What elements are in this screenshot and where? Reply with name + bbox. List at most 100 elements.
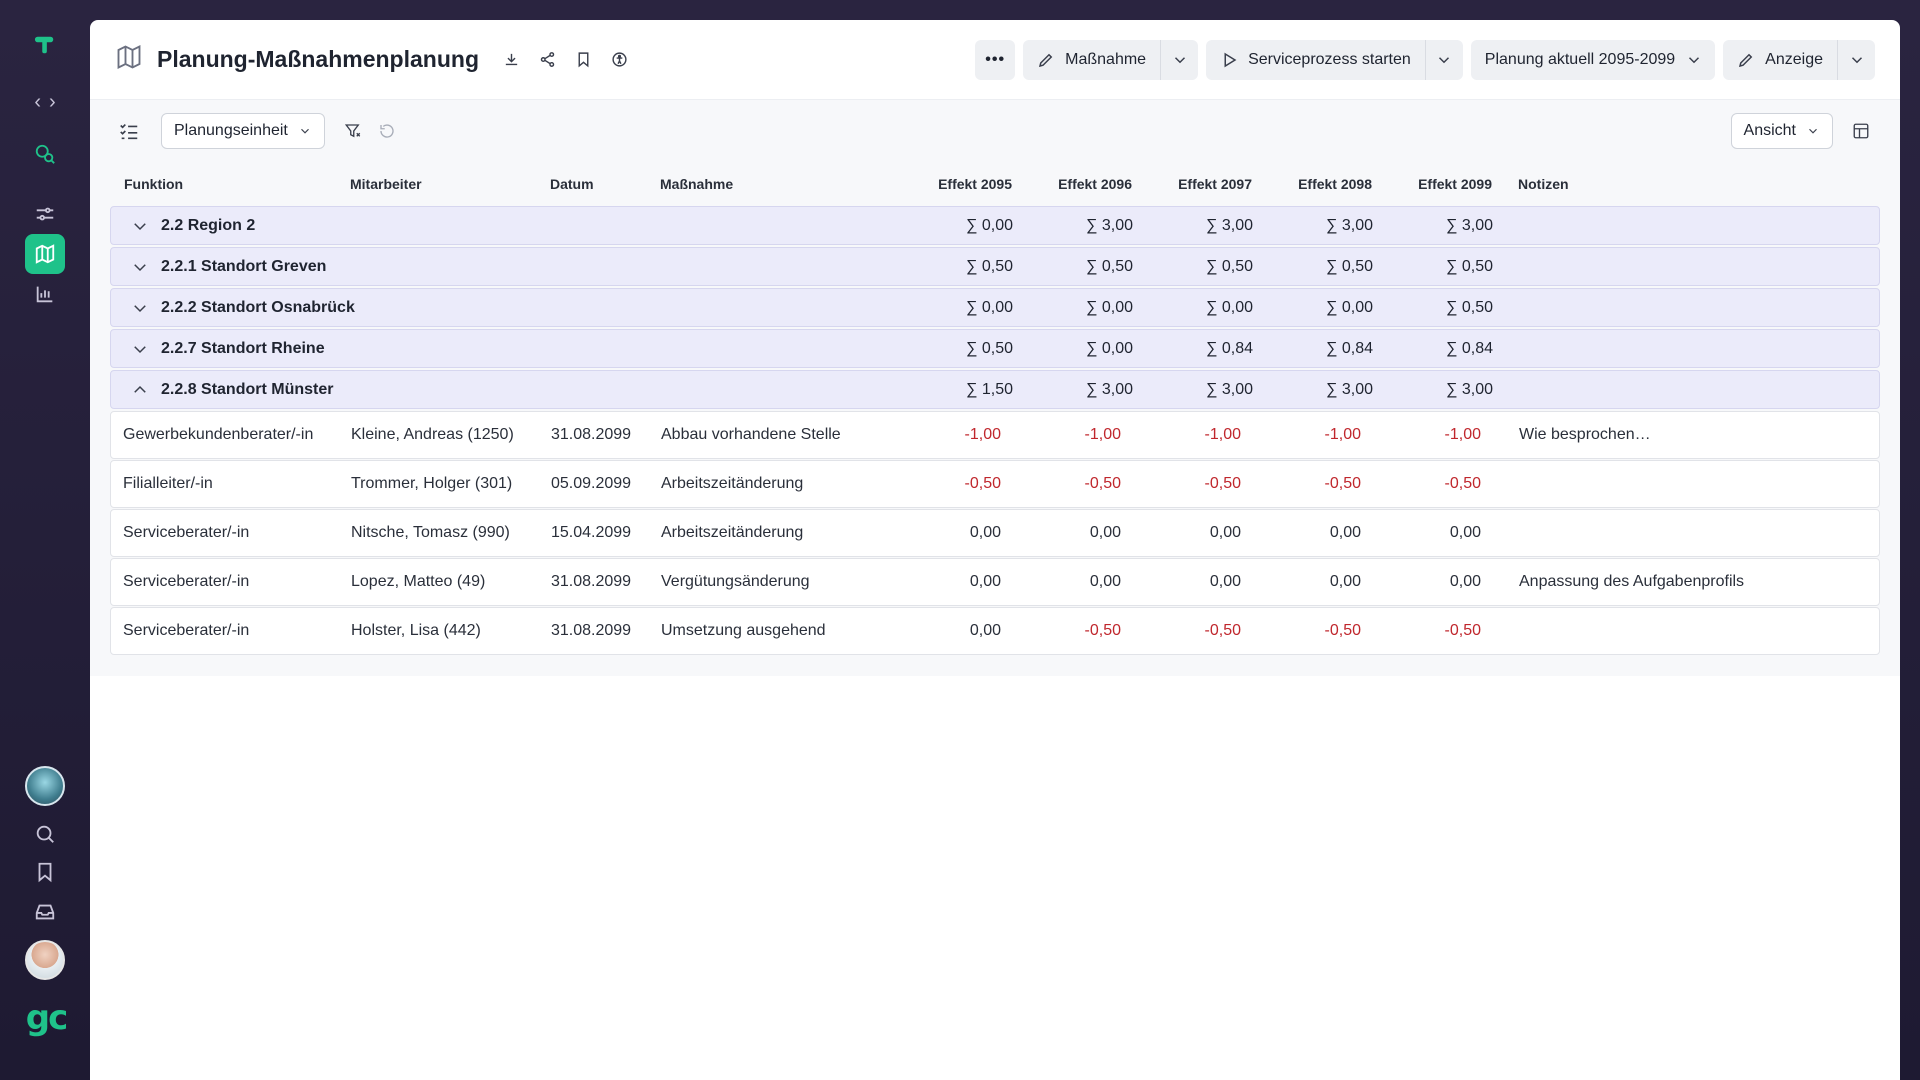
cell-funktion: Serviceberater/-in [123, 622, 250, 639]
massnahme-button[interactable]: Maßnahme [1023, 40, 1160, 80]
group-sum: ∑ 3,00 [1086, 216, 1133, 234]
group-sum: ∑ 0,50 [1206, 257, 1253, 275]
cell-mitarbeiter: Nitsche, Tomasz (990) [351, 524, 510, 541]
anzeige-dropdown-button[interactable] [1837, 39, 1875, 80]
table-row[interactable]: Gewerbekundenberater/-in Kleine, Andreas… [110, 411, 1880, 459]
cell-massnahme: Abbau vorhandene Stelle [661, 426, 841, 443]
group-sum: ∑ 3,00 [1326, 216, 1373, 234]
cell-mitarbeiter: Kleine, Andreas (1250) [351, 426, 514, 443]
cell-effekt: 0,00 [969, 573, 1001, 590]
chart-nav-icon[interactable] [25, 274, 65, 314]
group-by-value: Planungseinheit [174, 122, 288, 139]
cell-effekt: 0,00 [1089, 573, 1121, 590]
user-avatar[interactable] [25, 940, 65, 980]
cell-effekt: -1,00 [964, 426, 1001, 443]
share-icon[interactable] [533, 46, 561, 74]
group-sum: ∑ 0,50 [1446, 257, 1493, 275]
group-row[interactable]: 2.2.1 Standort Greven ∑ 0,50 ∑ 0,50 ∑ 0,… [110, 247, 1880, 286]
cell-datum: 31.08.2099 [551, 622, 632, 639]
chevron-down-icon [134, 345, 146, 353]
col-funktion[interactable]: Funktion [124, 176, 184, 192]
table-row[interactable]: Serviceberater/-in Nitsche, Tomasz (990)… [110, 509, 1880, 557]
col-effekt-2098[interactable]: Effekt 2098 [1298, 176, 1372, 192]
col-massnahme[interactable]: Maßnahme [660, 176, 734, 192]
reset-icon[interactable] [373, 117, 401, 145]
cell-effekt: -0,50 [1324, 475, 1361, 492]
col-effekt-2097[interactable]: Effekt 2097 [1178, 176, 1252, 192]
cell-effekt: -1,00 [1204, 426, 1241, 443]
table-row[interactable]: Serviceberater/-in Lopez, Matteo (49) 31… [110, 558, 1880, 606]
col-effekt-2099[interactable]: Effekt 2099 [1418, 176, 1492, 192]
inbox-icon[interactable] [25, 892, 65, 932]
group-row[interactable]: 2.2 Region 2 ∑ 0,00 ∑ 3,00 ∑ 3,00 ∑ 3,00… [110, 206, 1880, 245]
table-header: Funktion Mitarbeiter Datum Maßnahme Effe… [110, 162, 1880, 206]
cell-notizen: Anpassung des Aufgabenprofils [1519, 573, 1745, 590]
group-label: 2.2.8 Standort Münster [161, 380, 334, 398]
table-row[interactable]: Filialleiter/-in Trommer, Holger (301) 0… [110, 460, 1880, 508]
group-by-select[interactable]: Planungseinheit [161, 113, 325, 149]
group-row[interactable]: 2.2.7 Standort Rheine ∑ 0,50 ∑ 0,00 ∑ 0,… [110, 329, 1880, 368]
group-toggle[interactable]: 2.2 Region 2 [111, 217, 911, 235]
chevron-down-icon [134, 222, 146, 230]
more-button[interactable]: ••• [975, 39, 1016, 80]
massnahme-dropdown-button[interactable] [1160, 39, 1198, 80]
cell-funktion: Serviceberater/-in [123, 524, 250, 541]
filter-clear-icon[interactable] [339, 117, 367, 145]
massnahme-label: Maßnahme [1065, 50, 1147, 68]
col-effekt-2095[interactable]: Effekt 2095 [938, 176, 1012, 192]
group-sum: ∑ 3,00 [1086, 380, 1133, 398]
group-sum: ∑ 0,84 [1446, 339, 1493, 357]
col-mitarbeiter[interactable]: Mitarbeiter [350, 176, 422, 192]
group-sum: ∑ 3,00 [1446, 380, 1493, 398]
cell-funktion: Filialleiter/-in [123, 475, 213, 492]
group-sum: ∑ 3,00 [1206, 216, 1253, 234]
group-toggle[interactable]: 2.2.1 Standort Greven [111, 258, 911, 276]
anzeige-button[interactable]: Anzeige [1723, 40, 1837, 80]
cell-massnahme: Arbeitszeitänderung [661, 475, 804, 492]
col-datum[interactable]: Datum [550, 176, 594, 192]
bookmark-icon[interactable] [569, 46, 597, 74]
chevron-down-icon [1689, 56, 1700, 63]
service-start-button[interactable]: Serviceprozess starten [1206, 40, 1425, 80]
checklist-icon[interactable] [115, 117, 143, 145]
service-dropdown-button[interactable] [1424, 39, 1463, 80]
layout-grid-icon[interactable] [1847, 117, 1875, 145]
group-row[interactable]: 2.2.8 Standort Münster ∑ 1,50 ∑ 3,00 ∑ 3… [110, 370, 1880, 409]
chevron-down-icon [1851, 56, 1862, 63]
map-nav-icon[interactable] [25, 234, 65, 274]
view-select[interactable]: Ansicht [1730, 113, 1833, 149]
col-notizen[interactable]: Notizen [1518, 176, 1569, 192]
group-label: 2.2.2 Standort Osnabrück [161, 298, 355, 316]
cell-datum: 31.08.2099 [551, 426, 632, 443]
assistant-avatar[interactable] [25, 766, 65, 806]
cell-effekt: 0,00 [1329, 524, 1361, 541]
download-icon[interactable] [497, 46, 525, 74]
group-sum: ∑ 3,00 [1206, 380, 1253, 398]
app-logo-icon[interactable] [25, 25, 65, 65]
massnahme-button-group: Maßnahme [1023, 39, 1199, 80]
cell-effekt: -0,50 [1084, 475, 1121, 492]
table-row[interactable]: Serviceberater/-in Holster, Lisa (442) 3… [110, 607, 1880, 655]
accessibility-icon[interactable] [605, 46, 633, 74]
chevron-up-icon [134, 385, 146, 393]
back-arrow-icon[interactable]: ‹ [34, 90, 41, 113]
chevron-down-icon [1439, 56, 1450, 63]
people-search-icon[interactable] [25, 134, 65, 174]
group-sum: ∑ 1,50 [966, 380, 1013, 398]
bookmark-icon[interactable] [25, 852, 65, 892]
sliders-icon[interactable] [25, 194, 65, 234]
group-row[interactable]: 2.2.2 Standort Osnabrück ∑ 0,00 ∑ 0,00 ∑… [110, 288, 1880, 327]
group-toggle[interactable]: 2.2.7 Standort Rheine [111, 340, 911, 358]
col-effekt-2096[interactable]: Effekt 2096 [1058, 176, 1132, 192]
plan-select[interactable]: Planung aktuell 2095-2099 [1470, 39, 1716, 80]
forward-arrow-icon[interactable]: › [49, 90, 56, 113]
group-toggle[interactable]: 2.2.2 Standort Osnabrück [111, 299, 911, 317]
cell-effekt: -1,00 [1324, 426, 1361, 443]
search-icon[interactable] [25, 814, 65, 854]
group-sum: ∑ 0,84 [1326, 339, 1373, 357]
group-sum: ∑ 0,50 [1086, 257, 1133, 275]
cell-effekt: -0,50 [964, 475, 1001, 492]
group-label: 2.2 Region 2 [161, 216, 256, 234]
cell-massnahme: Umsetzung ausgehend [661, 622, 826, 639]
group-toggle[interactable]: 2.2.8 Standort Münster [111, 381, 911, 399]
